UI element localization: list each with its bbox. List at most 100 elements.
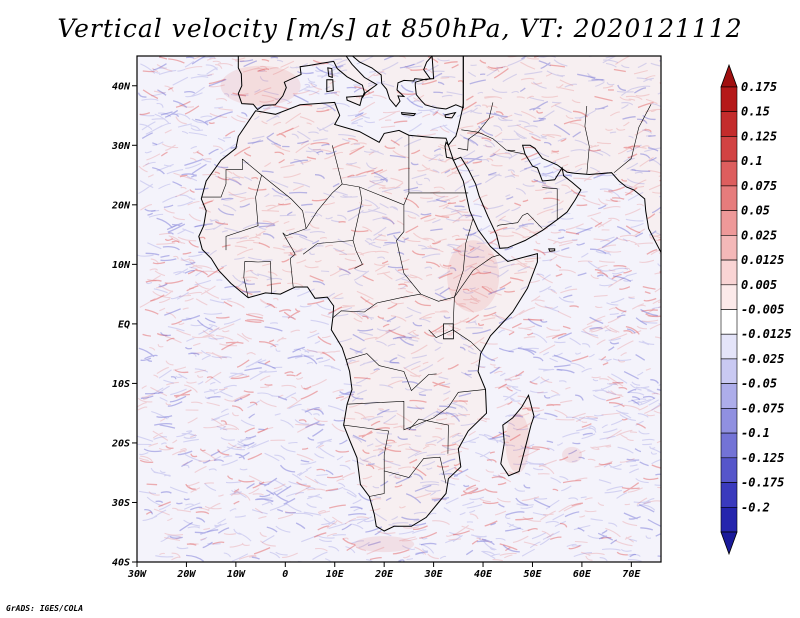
- lon-tick-label: 30W: [127, 569, 147, 580]
- lake-outline: [443, 323, 454, 340]
- updraft-hotspot: [447, 240, 500, 313]
- colorbar-label: -0.1: [741, 426, 770, 440]
- country-border: [613, 104, 652, 173]
- colorbar-label: 0.15: [741, 105, 770, 119]
- country-border: [542, 187, 558, 220]
- colorbar-swatch: [720, 457, 738, 483]
- lon-tick-label: 50E: [523, 569, 542, 580]
- colorbar-label: 0.05: [741, 204, 770, 218]
- map-title: Vertical velocity [m/s] at 850hPa, VT: 2…: [57, 14, 743, 43]
- colorbar-label: 0.125: [741, 129, 777, 143]
- land-fill: [445, 112, 456, 118]
- country-border: [403, 192, 410, 205]
- country-border: [454, 254, 500, 298]
- country-border: [201, 159, 243, 198]
- land-fill: [346, 95, 363, 106]
- colorbar: 0.175 0.15 0.125 0.1 0.075 0.05 0.025 0.0125 0.0…: [720, 63, 792, 556]
- colorbar-swatch: [720, 160, 738, 187]
- lat-tick-label: EQ: [118, 319, 130, 330]
- colorbar-label: 0.0125: [741, 253, 784, 267]
- lat-tick-label: 20N: [111, 200, 131, 211]
- colorbar-swatch: [720, 210, 738, 236]
- land-fill: [198, 102, 538, 532]
- updraft-hotspot: [354, 536, 415, 553]
- country-border: [454, 217, 474, 298]
- country-border: [305, 145, 343, 229]
- colorbar-swatch: [720, 284, 738, 310]
- grads-credit: GrADS: IGES/COLA: [6, 604, 84, 613]
- colorbar-label: 0.025: [741, 228, 777, 242]
- lon-tick-label: 10W: [227, 569, 246, 580]
- coastline: [351, 56, 433, 108]
- country-border: [282, 232, 296, 288]
- coastline: [198, 101, 538, 532]
- lon-tick-label: 20E: [374, 569, 394, 580]
- country-border: [477, 131, 516, 151]
- country-border: [343, 424, 447, 484]
- land-fill: [415, 56, 464, 109]
- country-border: [347, 389, 486, 431]
- colorbar-swatch: [720, 358, 738, 384]
- colorbar-swatch: [720, 235, 738, 261]
- country-border: [507, 150, 526, 155]
- lat-tick-label: 30S: [111, 498, 130, 509]
- country-border: [408, 418, 449, 454]
- country-border: [243, 261, 271, 298]
- colorbar-swatch: [720, 309, 738, 335]
- lat-tick-label: 20S: [111, 438, 130, 449]
- lat-tick-label: 10N: [112, 260, 131, 271]
- country-border: [342, 183, 405, 274]
- country-border: [242, 158, 307, 237]
- coastline: [414, 56, 464, 110]
- weak-updraft-streaks: [137, 56, 661, 562]
- coastline: [326, 79, 334, 93]
- lat-tick-label: 30N: [111, 141, 131, 152]
- updraft-hotspot: [562, 446, 583, 463]
- country-border: [332, 293, 421, 319]
- plot-frame: [136, 55, 662, 563]
- lon-tick-label: 0: [282, 569, 288, 580]
- lon-tick-label: 20W: [176, 569, 196, 580]
- velocity-field: [137, 56, 661, 562]
- colorbar-label: 0.005: [741, 278, 777, 292]
- country-border: [225, 175, 262, 251]
- coastline: [548, 248, 556, 252]
- land-fill: [238, 56, 377, 110]
- lat-tick-label: 40S: [112, 558, 130, 569]
- colorbar-swatch: [720, 136, 738, 162]
- colorbar-swatch: [720, 259, 738, 286]
- plot-area: [137, 56, 661, 562]
- colorbar-swatch: [720, 432, 738, 459]
- coastline: [346, 95, 364, 107]
- coastline: [444, 111, 457, 119]
- colorbar-label: 0.1: [741, 154, 763, 168]
- coastlines: [198, 56, 661, 532]
- colorbar-label: -0.125: [741, 451, 784, 465]
- lon-tick-label: 10E: [326, 569, 345, 580]
- country-border: [496, 212, 543, 229]
- colorbar-swatch: [720, 86, 738, 113]
- lon-tick-label: 40E: [474, 569, 493, 580]
- country-border: [461, 102, 494, 133]
- country-border: [302, 240, 354, 255]
- lon-tick-label: 70E: [622, 569, 641, 580]
- land-fill: [445, 56, 661, 253]
- land-fill: [500, 395, 534, 476]
- colorbar-label: -0.05: [741, 377, 777, 391]
- colorbar-swatch: [720, 383, 738, 409]
- colorbar-swatch: [720, 506, 738, 533]
- colorbar-swatch: [720, 333, 738, 360]
- country-border: [346, 353, 437, 392]
- colorbar-swatch: [720, 482, 738, 508]
- colorbar-bottom-arrow: [720, 531, 738, 556]
- lon-tick-label: 30E: [424, 569, 444, 580]
- coastline: [400, 112, 417, 117]
- country-border: [352, 186, 363, 269]
- land-fill: [352, 56, 433, 107]
- colorbar-label: -0.175: [741, 476, 784, 490]
- colorbar-label: 0.175: [741, 80, 777, 94]
- colorbar-label: -0.025: [741, 352, 784, 366]
- lat-tick-label: 10S: [112, 379, 130, 390]
